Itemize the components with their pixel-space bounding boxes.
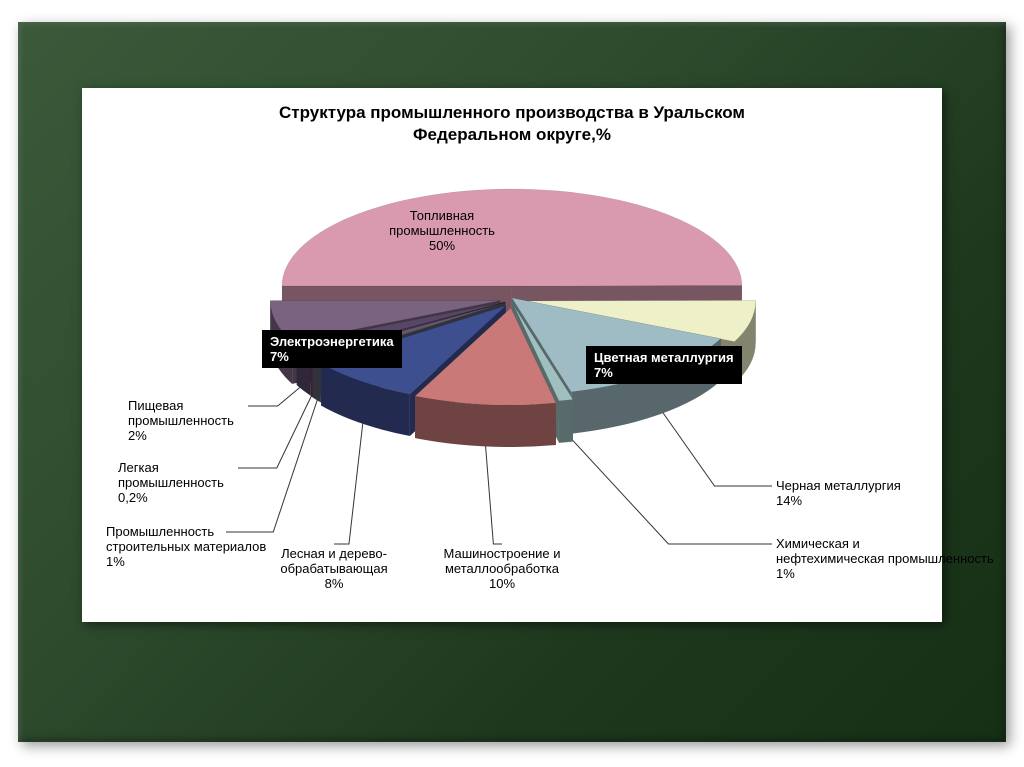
callout-power: Электроэнергетика7%: [262, 330, 402, 368]
callout-label: Промышленность: [106, 524, 214, 539]
callout-build: Промышленностьстроительных материалов1%: [106, 524, 266, 569]
callout-machine: Машиностроение иметаллообработка10%: [444, 546, 561, 591]
callout-pct: 1%: [106, 554, 266, 569]
chart-title-line2: Федеральном округе,%: [82, 124, 942, 146]
callout-label: Пищевая: [128, 398, 183, 413]
callout-label2: строительных материалов: [106, 539, 266, 554]
callout-ferrous: Черная металлургия14%: [776, 478, 901, 508]
callout-label2: обрабатывающая: [280, 561, 387, 576]
callout-label2: промышленность: [128, 413, 234, 428]
callout-label: Топливная: [410, 208, 474, 223]
callout-pct: 7%: [270, 349, 394, 364]
callout-pct: 50%: [389, 238, 495, 253]
callout-label2: промышленность: [118, 475, 224, 490]
callout-label: Электроэнергетика: [270, 334, 394, 349]
pie-chart: Топливнаяпромышленность50%Цветная металл…: [82, 148, 942, 622]
callout-pct: 10%: [444, 576, 561, 591]
callout-pct: 1%: [776, 566, 994, 581]
callout-label: Черная металлургия: [776, 478, 901, 493]
callout-label2: нефтехимическая промышленность: [776, 551, 994, 566]
callout-label: Легкая: [118, 460, 159, 475]
chart-card: Структура промышленного производства в У…: [82, 88, 942, 622]
callout-pct: 7%: [594, 365, 734, 380]
callout-label: Цветная металлургия: [594, 350, 734, 365]
callout-nonferrous: Цветная металлургия7%: [586, 346, 742, 384]
callout-label: Лесная и дерево-: [281, 546, 387, 561]
callout-wood: Лесная и дерево-обрабатывающая8%: [280, 546, 387, 591]
callout-pct: 0,2%: [118, 490, 224, 505]
callout-label: Машиностроение и: [444, 546, 561, 561]
callout-chem: Химическая инефтехимическая промышленнос…: [776, 536, 994, 581]
page-root: Структура промышленного производства в У…: [0, 0, 1024, 767]
callout-pct: 8%: [280, 576, 387, 591]
callout-label2: металлообработка: [445, 561, 559, 576]
callout-light: Легкаяпромышленность0,2%: [118, 460, 224, 505]
callout-fuel: Топливнаяпромышленность50%: [389, 208, 495, 253]
chart-title: Структура промышленного производства в У…: [82, 102, 942, 146]
chart-title-line1: Структура промышленного производства в У…: [82, 102, 942, 124]
callout-label: Химическая и: [776, 536, 860, 551]
callout-pct: 2%: [128, 428, 234, 443]
callout-label2: промышленность: [389, 223, 495, 238]
callout-pct: 14%: [776, 493, 901, 508]
callout-food: Пищеваяпромышленность2%: [128, 398, 234, 443]
